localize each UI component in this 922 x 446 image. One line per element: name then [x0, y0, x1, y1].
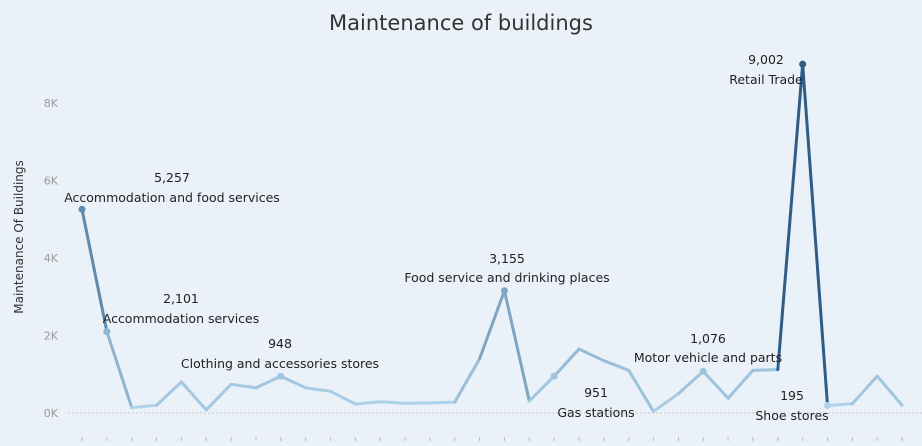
line-segment: [552, 347, 581, 378]
line-segment: [602, 359, 631, 372]
data-point[interactable]: [699, 367, 707, 375]
line-segment: [850, 374, 879, 406]
annotations: 5,257 Accommodation and food services 2,10…: [64, 52, 828, 423]
line-segment: [826, 402, 854, 407]
line-segment: [527, 374, 556, 403]
data-point[interactable]: [550, 372, 558, 380]
series-points: [78, 60, 831, 409]
y-axis-ticks: 0K 2K 4K 6K 8K: [44, 97, 922, 420]
line-segment: [502, 289, 531, 403]
annotation-value: 948: [268, 336, 292, 351]
line-segment: [875, 374, 904, 407]
data-point[interactable]: [500, 287, 508, 295]
data-point[interactable]: [78, 205, 86, 213]
line-segment: [204, 382, 233, 412]
y-tick-label: 4K: [44, 252, 59, 265]
annotation-name: Gas stations: [557, 405, 634, 420]
annotation-value: 2,101: [163, 291, 199, 306]
line-segment: [726, 368, 755, 400]
annotation-name: Accommodation services: [103, 311, 260, 326]
data-point[interactable]: [103, 328, 111, 336]
line-segment: [478, 289, 506, 361]
y-tick-label: 2K: [44, 330, 59, 343]
x-axis-ticks: [81, 437, 903, 441]
line-segment: [304, 386, 332, 393]
data-point[interactable]: [799, 60, 807, 68]
y-axis-label: Maintenance Of Buildings: [12, 160, 26, 314]
line-segment: [353, 400, 382, 406]
line-segment: [329, 389, 357, 406]
line-segment: [229, 382, 258, 390]
line-segment: [428, 400, 457, 405]
line-segment: [676, 369, 705, 396]
y-tick-label: 8K: [44, 97, 59, 110]
data-point[interactable]: [824, 401, 831, 409]
data-point[interactable]: [277, 372, 285, 380]
annotation-value: 9,002: [748, 52, 784, 67]
y-tick-label: 6K: [44, 175, 59, 188]
line-segment: [801, 62, 829, 407]
annotation-value: 3,155: [489, 251, 525, 266]
annotation-name: Accommodation and food services: [64, 190, 280, 205]
line-segment: [652, 392, 680, 413]
line-segment: [751, 368, 780, 372]
annotation-value: 951: [584, 385, 608, 400]
line-segment: [279, 374, 308, 390]
line-segment: [80, 207, 109, 334]
annotation-value: 1,076: [690, 331, 726, 346]
annotation-name: Shoe stores: [755, 408, 828, 423]
line-segment: [130, 403, 159, 410]
line-segment: [378, 400, 407, 405]
line-segment: [577, 347, 606, 363]
y-tick-label: 0K: [44, 407, 59, 420]
line-segment: [105, 330, 134, 410]
line-segment: [701, 369, 730, 400]
annotation-name: Retail Trade: [729, 72, 803, 87]
line-segment: [254, 374, 283, 390]
annotation-name: Motor vehicle and parts: [634, 350, 782, 365]
line-segment: [155, 380, 183, 407]
chart-title: Maintenance of buildings: [329, 11, 593, 35]
series-line: [80, 62, 904, 413]
annotation-name: Clothing and accessories stores: [181, 356, 379, 371]
line-segment: [776, 62, 805, 372]
annotation-value: 195: [780, 388, 804, 403]
line-segment: [453, 357, 482, 404]
annotation-name: Food service and drinking places: [404, 270, 609, 285]
line-segment: [179, 380, 208, 412]
line-segment: [627, 368, 656, 413]
annotation-value: 5,257: [154, 170, 190, 185]
